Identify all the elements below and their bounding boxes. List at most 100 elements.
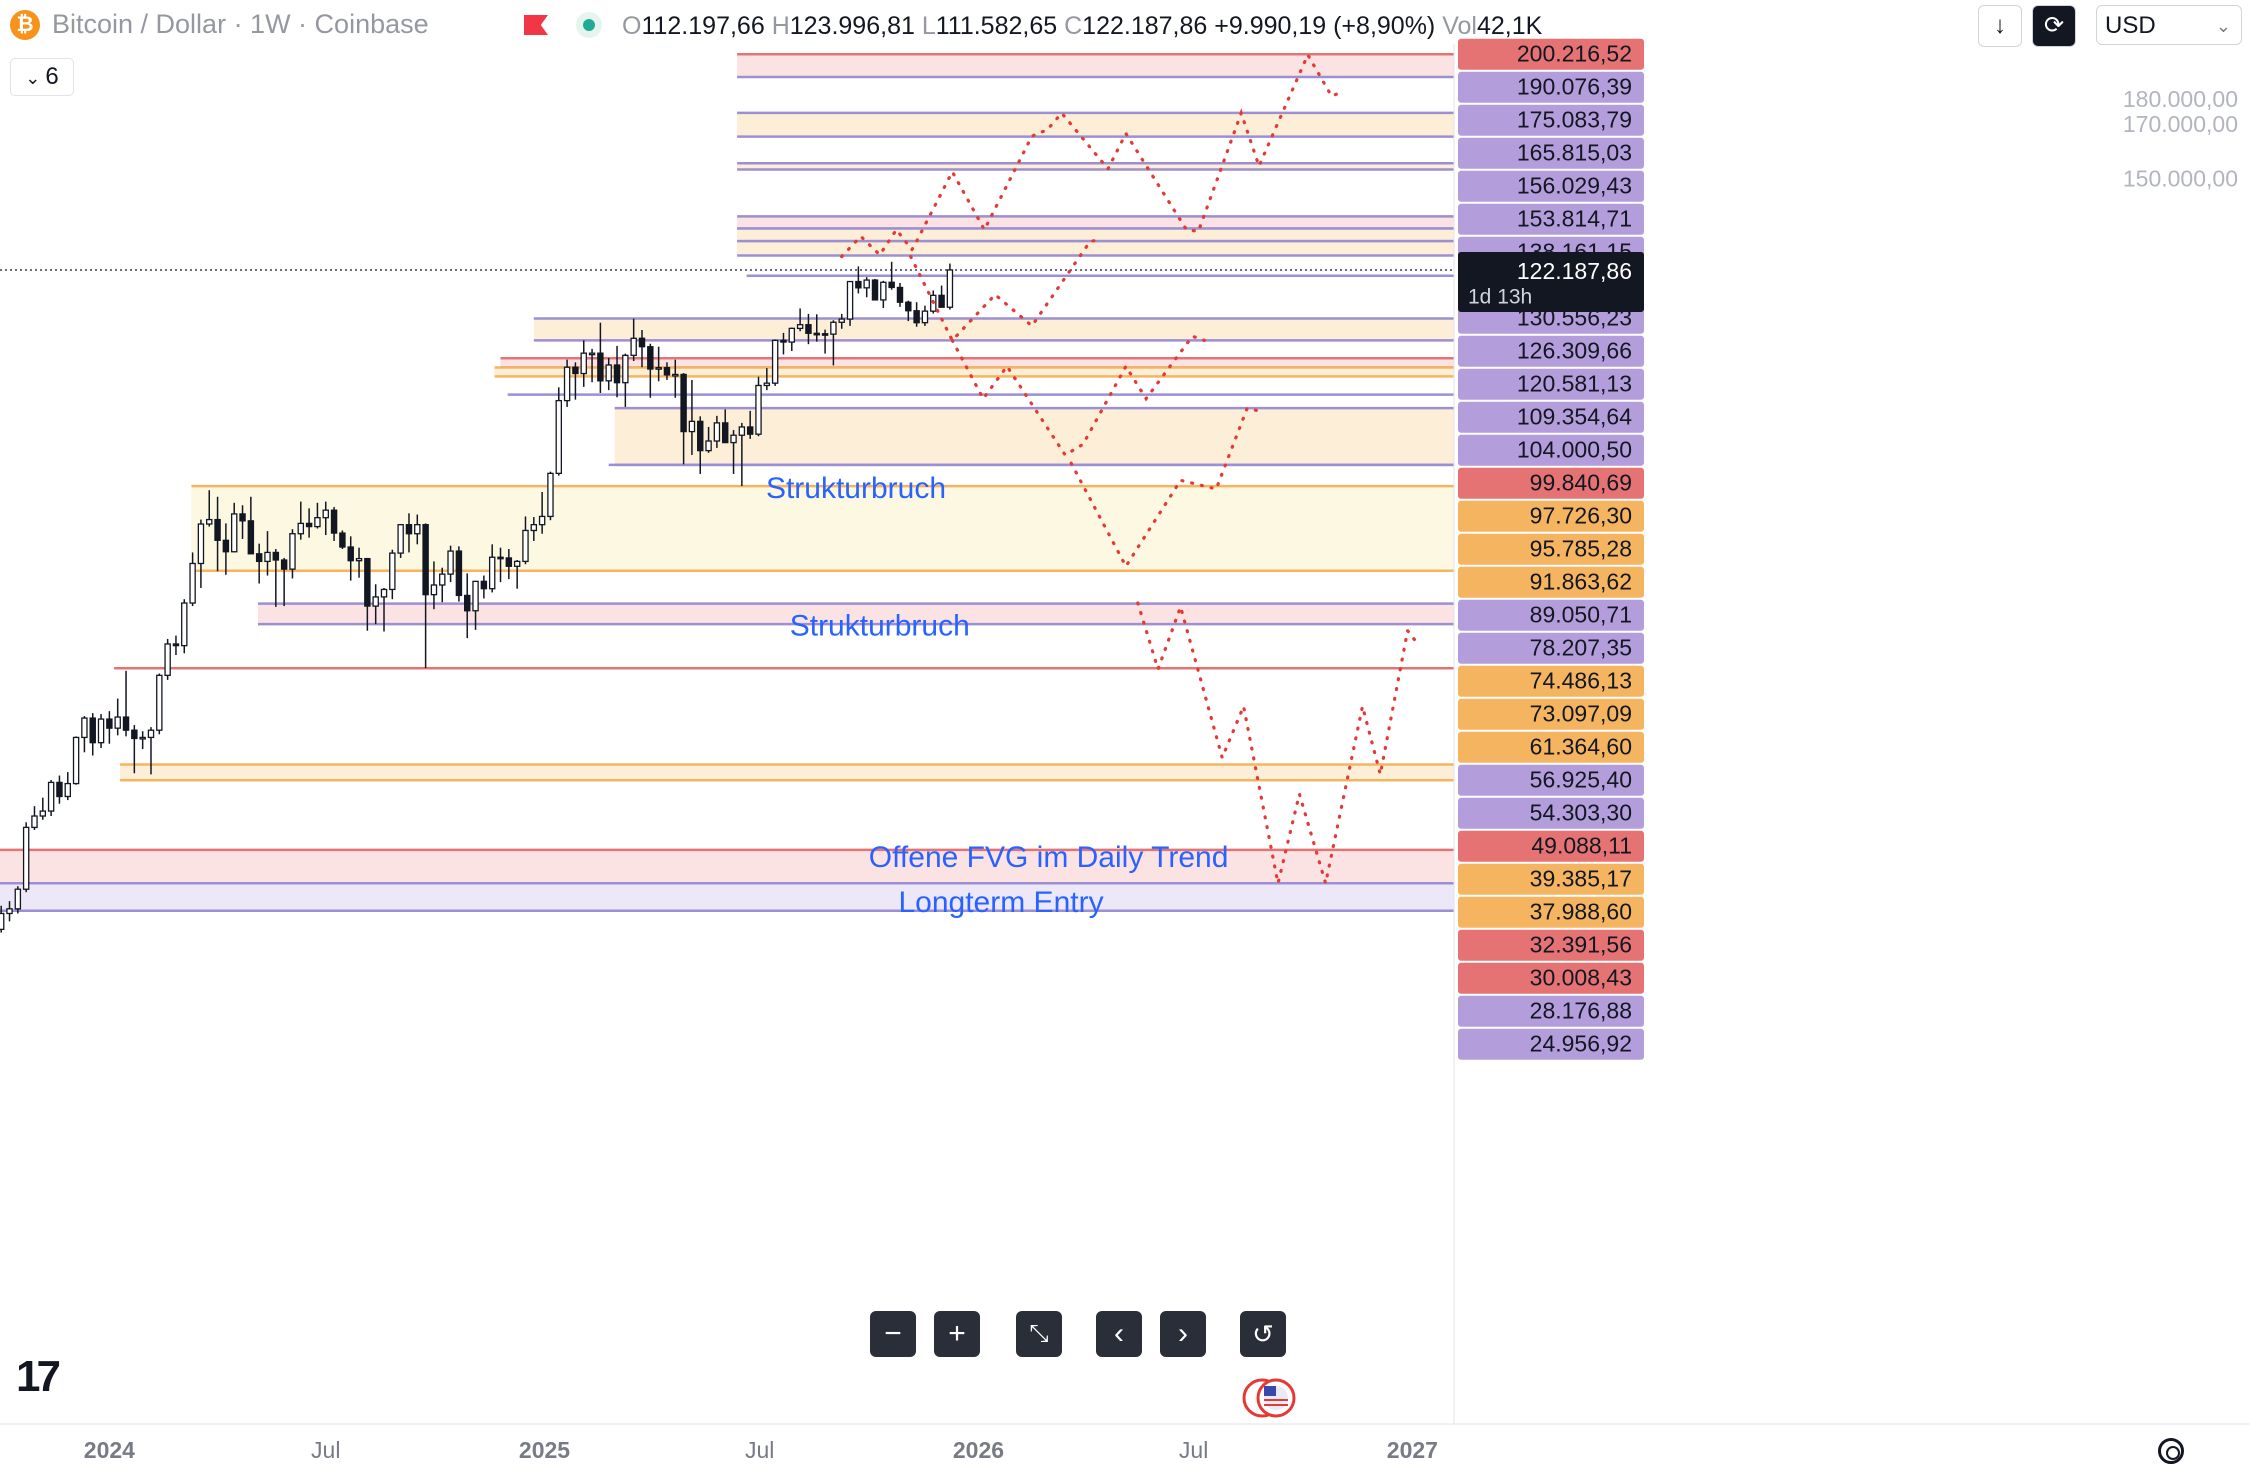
low-label: L [921, 12, 936, 40]
price-label-text-12: 104.000,50 [1517, 436, 1632, 462]
candle-body-82 [680, 373, 687, 433]
zone-5 [737, 241, 1454, 256]
candle-body-47 [389, 552, 396, 591]
candle-body-46 [380, 588, 388, 598]
open-value: 112.197,66 [641, 12, 765, 40]
currency-select[interactable]: USD ⌄ [2096, 5, 2242, 45]
price-label-5: 153.814,71 [1458, 203, 1644, 235]
time-tick-1: Jul [311, 1437, 340, 1463]
candle-body-63 [522, 529, 529, 563]
reset-zoom-icon[interactable]: ⤡ [1016, 1311, 1062, 1357]
zone-11 [257, 603, 1454, 625]
candle-body-40 [330, 509, 338, 534]
candle-body-101 [838, 318, 845, 323]
zoom-in-button[interactable]: + [934, 1311, 980, 1357]
candle-body-23 [189, 562, 196, 604]
price-label-17: 89.050,71 [1458, 599, 1644, 631]
candle-body-36 [297, 522, 305, 535]
price-label-28: 30.008,43 [1458, 962, 1644, 994]
market-status-icon[interactable] [576, 12, 602, 38]
candle-body-28 [230, 513, 238, 553]
price-label-16: 91.863,62 [1458, 566, 1644, 598]
candle-body-20 [164, 643, 171, 677]
candle-body-30 [247, 520, 255, 555]
scroll-down-icon[interactable]: ↓ [1978, 5, 2022, 47]
candle-body-39 [322, 509, 329, 519]
candle-body-29 [239, 513, 246, 522]
time-tick-2: 2025 [519, 1437, 570, 1463]
currency-value: USD [2105, 12, 2156, 39]
price-label-text-27: 32.391,56 [1530, 931, 1632, 957]
price-label-22: 56.925,40 [1458, 764, 1644, 796]
candle-body-79 [655, 367, 662, 370]
us-economic-event-icon[interactable] [1242, 1378, 1296, 1418]
candle-body-5 [39, 810, 47, 817]
candle-body-73 [605, 364, 612, 382]
candle-body-3 [22, 826, 30, 890]
price-label-30: 24.956,92 [1458, 1028, 1644, 1060]
zone-7 [500, 358, 1454, 368]
candle-body-49 [405, 524, 413, 535]
price-label-11: 109.354,64 [1458, 401, 1644, 433]
legend-toggle-button[interactable]: ⌄ 6 [10, 58, 74, 96]
price-label-20: 73.097,09 [1458, 698, 1644, 730]
price-label-text-28: 30.008,43 [1530, 964, 1632, 990]
tradingview-logo-icon[interactable]: 17 [16, 1352, 61, 1401]
price-tick-0: 180.000,00 [2123, 86, 2238, 112]
ohlc-legend: O112.197,66 H123.996,81 L111.582,65 C122… [622, 12, 1542, 41]
candle-body-57 [472, 580, 479, 612]
price-label-4: 156.029,43 [1458, 170, 1644, 202]
candle-body-106 [880, 281, 887, 301]
candle-body-64 [530, 524, 538, 532]
candle-body-107 [888, 281, 895, 289]
price-label-25: 39.385,17 [1458, 863, 1644, 895]
candle-body-55 [455, 550, 463, 597]
chart-header: ₿ Bitcoin / Dollar · 1W · Coinbase O112.… [0, 0, 2250, 54]
candle-body-98 [813, 332, 820, 336]
candle-body-86 [713, 422, 721, 442]
zone-13 [0, 849, 1454, 884]
candle-body-33 [272, 551, 280, 561]
candle-body-100 [830, 321, 837, 335]
candle-body-38 [314, 517, 321, 528]
price-label-text-5: 153.814,71 [1517, 205, 1632, 231]
candle-body-31 [255, 553, 263, 563]
settings-gear-icon[interactable] [2158, 1438, 2184, 1464]
scroll-right-button[interactable]: › [1160, 1311, 1206, 1357]
zoom-out-button[interactable]: − [870, 1311, 916, 1357]
price-label-text-18: 78.207,35 [1530, 634, 1632, 660]
candle-body-6 [47, 781, 55, 812]
candle-body-74 [613, 364, 621, 384]
candle-body-104 [863, 279, 870, 289]
candle-body-48 [397, 524, 404, 554]
price-label-19: 74.486,13 [1458, 665, 1644, 697]
candle-body-9 [72, 736, 80, 785]
scroll-left-button[interactable]: ‹ [1096, 1311, 1142, 1357]
candle-body-69 [572, 366, 579, 375]
close-label: C [1064, 12, 1083, 40]
price-label-text-22: 56.925,40 [1530, 766, 1632, 792]
candle-body-61 [505, 557, 513, 567]
price-label-24: 49.088,11 [1458, 830, 1644, 862]
candle-body-87 [721, 422, 729, 444]
candle-body-12 [97, 718, 105, 744]
price-label-text-10: 120.581,13 [1517, 370, 1632, 396]
projection-path-2 [950, 334, 1206, 458]
candle-body-1 [6, 908, 13, 915]
candle-body-110 [913, 310, 920, 324]
symbol-title[interactable]: Bitcoin / Dollar · 1W · Coinbase [52, 9, 429, 39]
price-label-text-16: 91.863,62 [1530, 568, 1632, 594]
candle-body-27 [222, 539, 230, 553]
candle-body-60 [497, 556, 504, 560]
candle-body-37 [305, 522, 313, 528]
candle-body-90 [746, 426, 754, 435]
price-label-9: 126.309,66 [1458, 335, 1644, 367]
flag-marker-icon[interactable] [524, 15, 548, 35]
candle-body-89 [738, 426, 746, 436]
annotation-2: Offene FVG im Daily Trend [869, 841, 1229, 874]
reset-chart-icon[interactable]: ↺ [1240, 1311, 1286, 1357]
candle-body-88 [730, 434, 737, 444]
replay-icon[interactable]: ⟳ [2032, 5, 2076, 47]
candle-body-92 [763, 382, 771, 387]
